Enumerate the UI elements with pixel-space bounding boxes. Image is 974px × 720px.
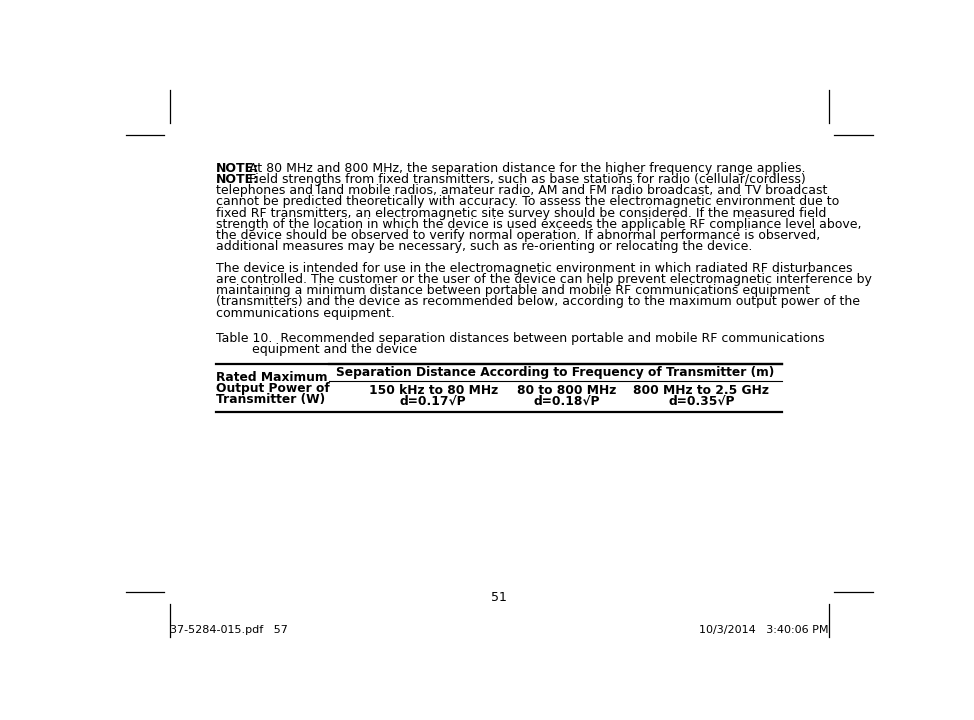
Text: Field strengths from fixed transmitters, such as base stations for radio (cellul: Field strengths from fixed transmitters,…: [248, 173, 805, 186]
Text: d=0.17√P: d=0.17√P: [400, 395, 467, 408]
Text: 10/3/2014   3:40:06 PM: 10/3/2014 3:40:06 PM: [699, 626, 829, 635]
Text: Table 10.  Recommended separation distances between portable and mobile RF commu: Table 10. Recommended separation distanc…: [216, 332, 825, 345]
Text: The device is intended for use in the electromagnetic environment in which radia: The device is intended for use in the el…: [216, 262, 853, 275]
Text: cannot be predicted theoretically with accuracy. To assess the electromagnetic e: cannot be predicted theoretically with a…: [216, 195, 840, 208]
Text: d=0.18√P: d=0.18√P: [534, 395, 600, 408]
Text: Transmitter (W): Transmitter (W): [216, 393, 325, 406]
Text: d=0.35√P: d=0.35√P: [668, 395, 734, 408]
Text: the device should be observed to verify normal operation. If abnormal performanc: the device should be observed to verify …: [216, 229, 820, 242]
Text: 51: 51: [491, 590, 507, 604]
Text: (transmitters) and the device as recommended below, according to the maximum out: (transmitters) and the device as recomme…: [216, 295, 860, 308]
Text: fixed RF transmitters, an electromagnetic site survey should be considered. If t: fixed RF transmitters, an electromagneti…: [216, 207, 827, 220]
Text: 37-5284-015.pdf   57: 37-5284-015.pdf 57: [169, 626, 287, 635]
Text: are controlled. The customer or the user of the device can help prevent electrom: are controlled. The customer or the user…: [216, 273, 872, 286]
Text: equipment and the device: equipment and the device: [216, 343, 418, 356]
Text: maintaining a minimum distance between portable and mobile RF communications equ: maintaining a minimum distance between p…: [216, 284, 810, 297]
Text: 800 MHz to 2.5 GHz: 800 MHz to 2.5 GHz: [633, 384, 769, 397]
Text: Separation Distance According to Frequency of Transmitter (m): Separation Distance According to Frequen…: [336, 366, 774, 379]
Text: At 80 MHz and 800 MHz, the separation distance for the higher frequency range ap: At 80 MHz and 800 MHz, the separation di…: [248, 162, 805, 175]
Text: 80 to 800 MHz: 80 to 800 MHz: [517, 384, 617, 397]
Text: additional measures may be necessary, such as re-orienting or relocating the dev: additional measures may be necessary, su…: [216, 240, 753, 253]
Text: Output Power of: Output Power of: [216, 382, 330, 395]
Text: Rated Maximum: Rated Maximum: [216, 371, 328, 384]
Text: 150 kHz to 80 MHz: 150 kHz to 80 MHz: [369, 384, 498, 397]
Text: communications equipment.: communications equipment.: [216, 307, 395, 320]
Text: NOTE:: NOTE:: [216, 173, 259, 186]
Text: strength of the location in which the device is used exceeds the applicable RF c: strength of the location in which the de…: [216, 217, 862, 230]
Text: NOTE:: NOTE:: [216, 162, 259, 175]
Text: telephones and land mobile radios, amateur radio, AM and FM radio broadcast, and: telephones and land mobile radios, amate…: [216, 184, 828, 197]
